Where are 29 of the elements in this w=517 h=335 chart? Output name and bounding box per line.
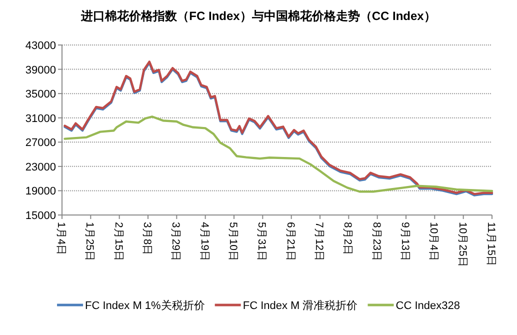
y-tick-label: 39000 — [25, 64, 56, 76]
x-tick-label: 5月10日 — [227, 222, 239, 262]
chart-title: 进口棉花价格指数（FC Index）与中国棉花价格走势（CC Index） — [80, 9, 436, 23]
y-tick-label: 31000 — [25, 112, 56, 125]
x-tick-label: 8月2日 — [342, 222, 354, 256]
x-tick-label: 7月12日 — [313, 222, 325, 262]
x-tick-label: 1月4日 — [55, 222, 67, 256]
legend-label: FC Index M 滑准税折价 — [242, 299, 358, 312]
line-series — [64, 116, 494, 193]
x-tick-label: 3月8日 — [141, 222, 153, 256]
x-tick-label: 11月15日 — [485, 222, 497, 267]
x-tick-label: 2月15日 — [112, 222, 124, 262]
x-tick-label: 8月23日 — [370, 222, 382, 262]
x-tick-label: 9月13日 — [399, 222, 411, 262]
x-tick-label: 6月21日 — [284, 222, 296, 262]
y-tick-label: 43000 — [25, 40, 56, 52]
y-tick-label: 19000 — [25, 186, 56, 198]
x-tick-label: 4月19日 — [198, 222, 210, 262]
y-tick-label: 15000 — [25, 210, 56, 222]
y-tick-label: 35000 — [25, 88, 56, 101]
x-tick-label: 10月25日 — [456, 222, 468, 268]
x-tick-label: 10月4日 — [428, 222, 440, 262]
y-tick-label: 23000 — [25, 161, 56, 174]
x-tick-label: 1月25日 — [84, 222, 96, 262]
x-tick-label: 5月31日 — [256, 222, 268, 262]
legend-label: CC Index328 — [396, 300, 460, 312]
y-tick-label: 27000 — [25, 137, 56, 150]
legend-label: FC Index M 1%关税折价 — [85, 299, 205, 312]
x-tick-label: 3月29日 — [170, 222, 182, 262]
